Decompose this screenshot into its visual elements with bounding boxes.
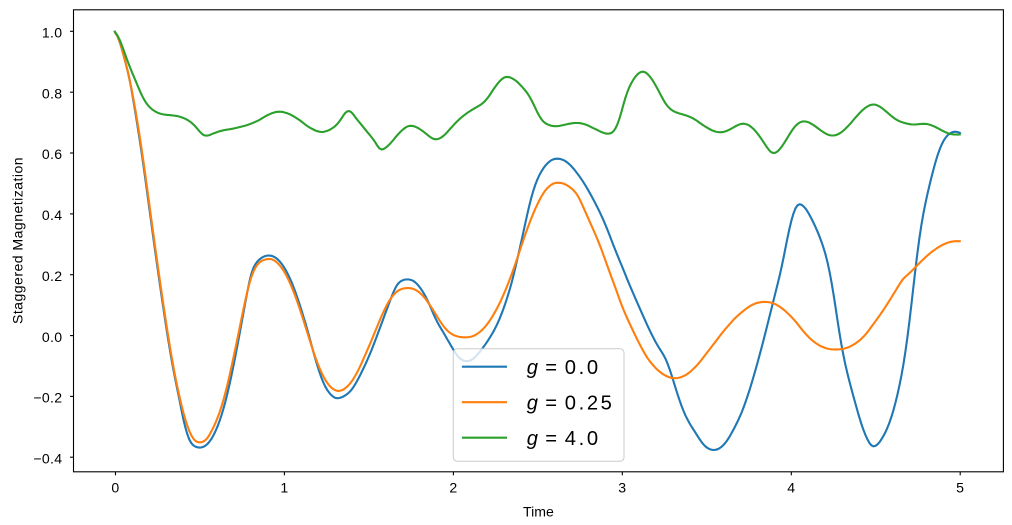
svg-text:0.2: 0.2 bbox=[42, 268, 63, 284]
svg-text:g=0.25: g = 0.25 bbox=[527, 392, 615, 414]
svg-text:0.0: 0.0 bbox=[42, 329, 63, 345]
svg-text:4: 4 bbox=[787, 480, 795, 496]
svg-text:5: 5 bbox=[956, 480, 964, 496]
svg-text:Time: Time bbox=[523, 504, 554, 520]
svg-text:0.6: 0.6 bbox=[42, 146, 63, 162]
svg-text:1: 1 bbox=[280, 480, 288, 496]
svg-text:−0.2: −0.2 bbox=[33, 390, 62, 406]
svg-text:3: 3 bbox=[618, 480, 626, 496]
svg-text:2: 2 bbox=[449, 480, 457, 496]
svg-text:g=4.0: g = 4.0 bbox=[527, 428, 601, 450]
svg-text:−0.4: −0.4 bbox=[33, 450, 62, 466]
svg-text:1.0: 1.0 bbox=[42, 25, 63, 41]
svg-text:0: 0 bbox=[111, 480, 119, 496]
svg-text:Staggered Magnetization: Staggered Magnetization bbox=[10, 157, 26, 324]
svg-text:0.8: 0.8 bbox=[42, 85, 63, 101]
svg-text:0.4: 0.4 bbox=[42, 207, 63, 223]
svg-text:g=0.0: g = 0.0 bbox=[527, 357, 601, 379]
